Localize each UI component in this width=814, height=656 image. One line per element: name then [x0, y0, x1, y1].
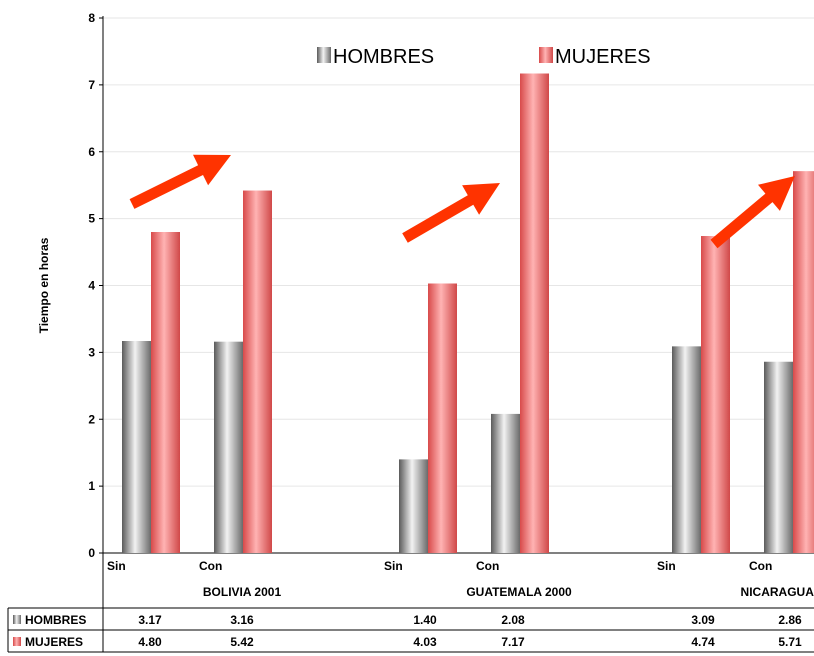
bar-hombres: [491, 413, 520, 553]
table-cell: 5.71: [778, 635, 802, 649]
y-axis-label: Tiempo en horas: [37, 237, 51, 333]
table-legend-swatch: [13, 637, 21, 646]
table-row-label: HOMBRES: [25, 613, 86, 627]
category-label: Con: [199, 559, 222, 573]
y-tick-label: 4: [88, 279, 95, 293]
bars: [122, 73, 814, 554]
bar-hombres: [764, 361, 793, 553]
bar-mujeres: [428, 283, 457, 553]
bar-hombres: [672, 346, 701, 553]
y-tick-label: 2: [88, 412, 95, 426]
arrow-icon: [402, 183, 500, 243]
table-legend-swatch: [13, 615, 21, 624]
category-label: Con: [749, 559, 772, 573]
bar-hombres: [122, 341, 151, 553]
table-cell: 1.40: [413, 613, 437, 627]
legend-label: MUJERES: [555, 46, 651, 68]
y-tick-label: 7: [88, 78, 95, 92]
category-label: Con: [476, 559, 499, 573]
table-cell: 3.09: [691, 613, 715, 627]
table-cell: 5.42: [230, 635, 254, 649]
group-label: NICARAGUA 1998: [741, 585, 814, 599]
arrow-icon: [129, 154, 231, 209]
legend-swatch: [317, 47, 331, 63]
table-cell: 3.16: [230, 613, 254, 627]
legend-swatch: [539, 47, 553, 63]
category-label: Sin: [657, 559, 676, 573]
annotation-arrows: [129, 154, 795, 249]
table-cell: 4.74: [691, 635, 715, 649]
category-label: Sin: [384, 559, 403, 573]
y-tick-label: 3: [88, 345, 95, 359]
y-tick-label: 0: [88, 546, 95, 560]
category-label: Sin: [107, 559, 126, 573]
data-table: HOMBRES 3.17 3.16 1.40 2.08 3.09 2.86 MUJERES 4.…: [7, 553, 814, 653]
y-tick-label: 6: [88, 145, 95, 159]
group-label: GUATEMALA 2000: [466, 585, 572, 599]
legend-label: HOMBRES: [333, 46, 434, 68]
table-cell: 2.86: [778, 613, 802, 627]
legend: HOMBRES MUJERES: [317, 46, 651, 68]
bar-mujeres: [793, 171, 814, 554]
group-label: BOLIVIA 2001: [203, 585, 282, 599]
bar-hombres: [214, 341, 243, 553]
y-tick-label: 8: [88, 11, 95, 25]
table-cell: 4.80: [138, 635, 162, 649]
y-tick-label: 1: [88, 479, 95, 493]
bar-mujeres: [701, 236, 730, 553]
y-tick-label: 5: [88, 212, 95, 226]
table-cell: 3.17: [138, 613, 162, 627]
table-cell: 7.17: [501, 635, 525, 649]
table-cell: 2.08: [501, 613, 525, 627]
labels: 0 1 2 3 4 5 6 7 8 Tiempo en horas Sin Con BOLIVIA 20…: [37, 11, 814, 599]
table-row-label: MUJERES: [25, 635, 83, 649]
bar-hombres: [399, 459, 428, 553]
bar-mujeres: [243, 190, 272, 553]
bar-mujeres: [151, 232, 180, 553]
arrow-icon: [710, 176, 795, 249]
bar-mujeres: [520, 73, 549, 553]
table-cell: 4.03: [413, 635, 437, 649]
